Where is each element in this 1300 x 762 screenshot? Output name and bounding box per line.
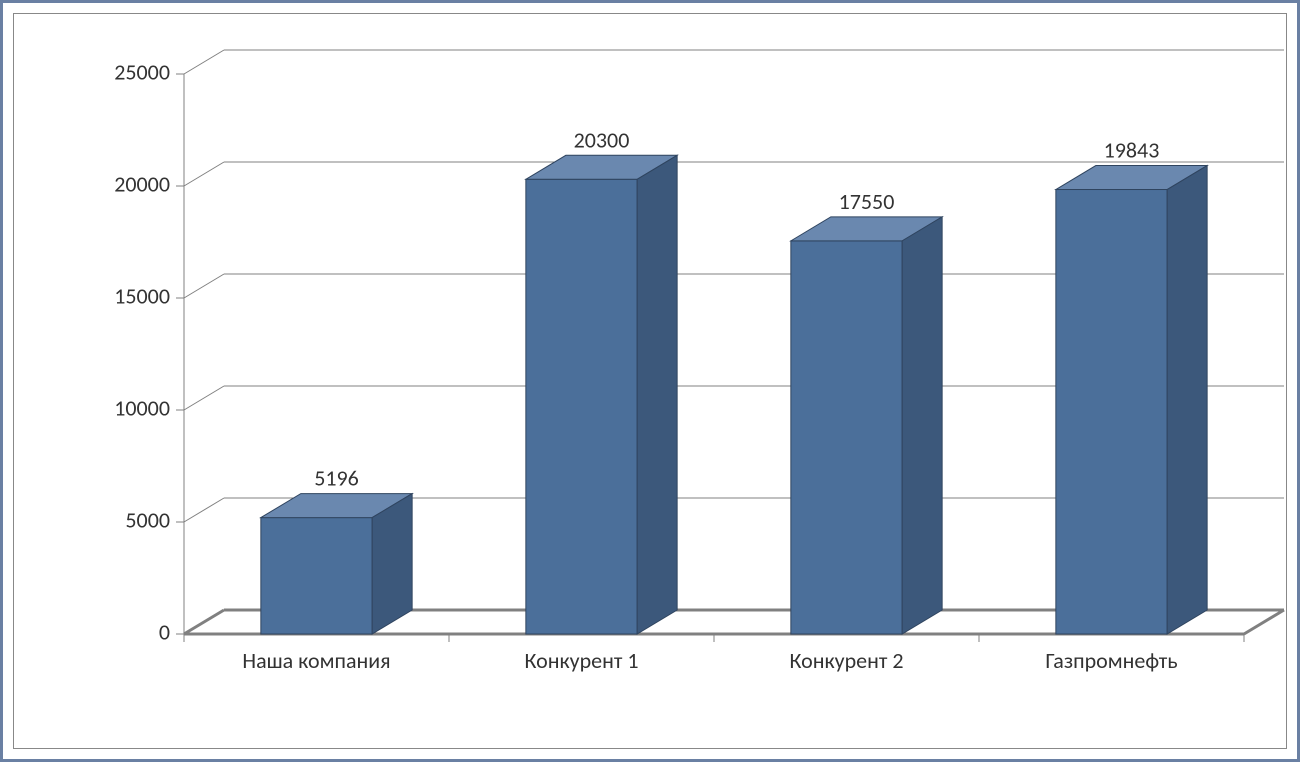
chart-frame: 0 5000 10000 15000 20000 25000 Наша компания Ко… bbox=[0, 0, 1300, 762]
x-tick-label: Наша компания bbox=[242, 647, 390, 674]
chart-plot-area: 0 5000 10000 15000 20000 25000 Наша компания Ко… bbox=[13, 13, 1287, 749]
y-tick-label: 15000 bbox=[114, 282, 170, 309]
y-tick-label: 20000 bbox=[114, 170, 170, 197]
y-axis-labels: 0 5000 10000 15000 20000 25000 bbox=[114, 58, 184, 645]
bar bbox=[791, 217, 942, 634]
y-tick-label: 10000 bbox=[114, 394, 170, 421]
data-label: 5196 bbox=[314, 465, 359, 492]
y-tick-label: 0 bbox=[159, 618, 170, 645]
bar bbox=[1056, 166, 1207, 634]
data-label: 20300 bbox=[574, 126, 630, 153]
y-tick-label: 25000 bbox=[114, 58, 170, 85]
bar bbox=[261, 494, 412, 634]
floor-right-edge bbox=[1244, 610, 1284, 634]
x-tick-label: Конкурент 2 bbox=[789, 647, 903, 674]
data-labels: 5196 20300 17550 19843 bbox=[314, 126, 1159, 491]
bars bbox=[261, 155, 1207, 634]
bar bbox=[526, 155, 677, 634]
x-axis-labels: Наша компания Конкурент 1 Конкурент 2 Газпр… bbox=[184, 634, 1244, 674]
x-tick-label: Конкурент 1 bbox=[524, 647, 638, 674]
chart-svg: 0 5000 10000 15000 20000 25000 Наша компания Ко… bbox=[14, 14, 1286, 748]
y-tick-label: 5000 bbox=[125, 506, 170, 533]
x-tick-label: Газпромнефть bbox=[1045, 647, 1177, 674]
data-label: 17550 bbox=[839, 188, 895, 215]
data-label: 19843 bbox=[1104, 137, 1160, 164]
